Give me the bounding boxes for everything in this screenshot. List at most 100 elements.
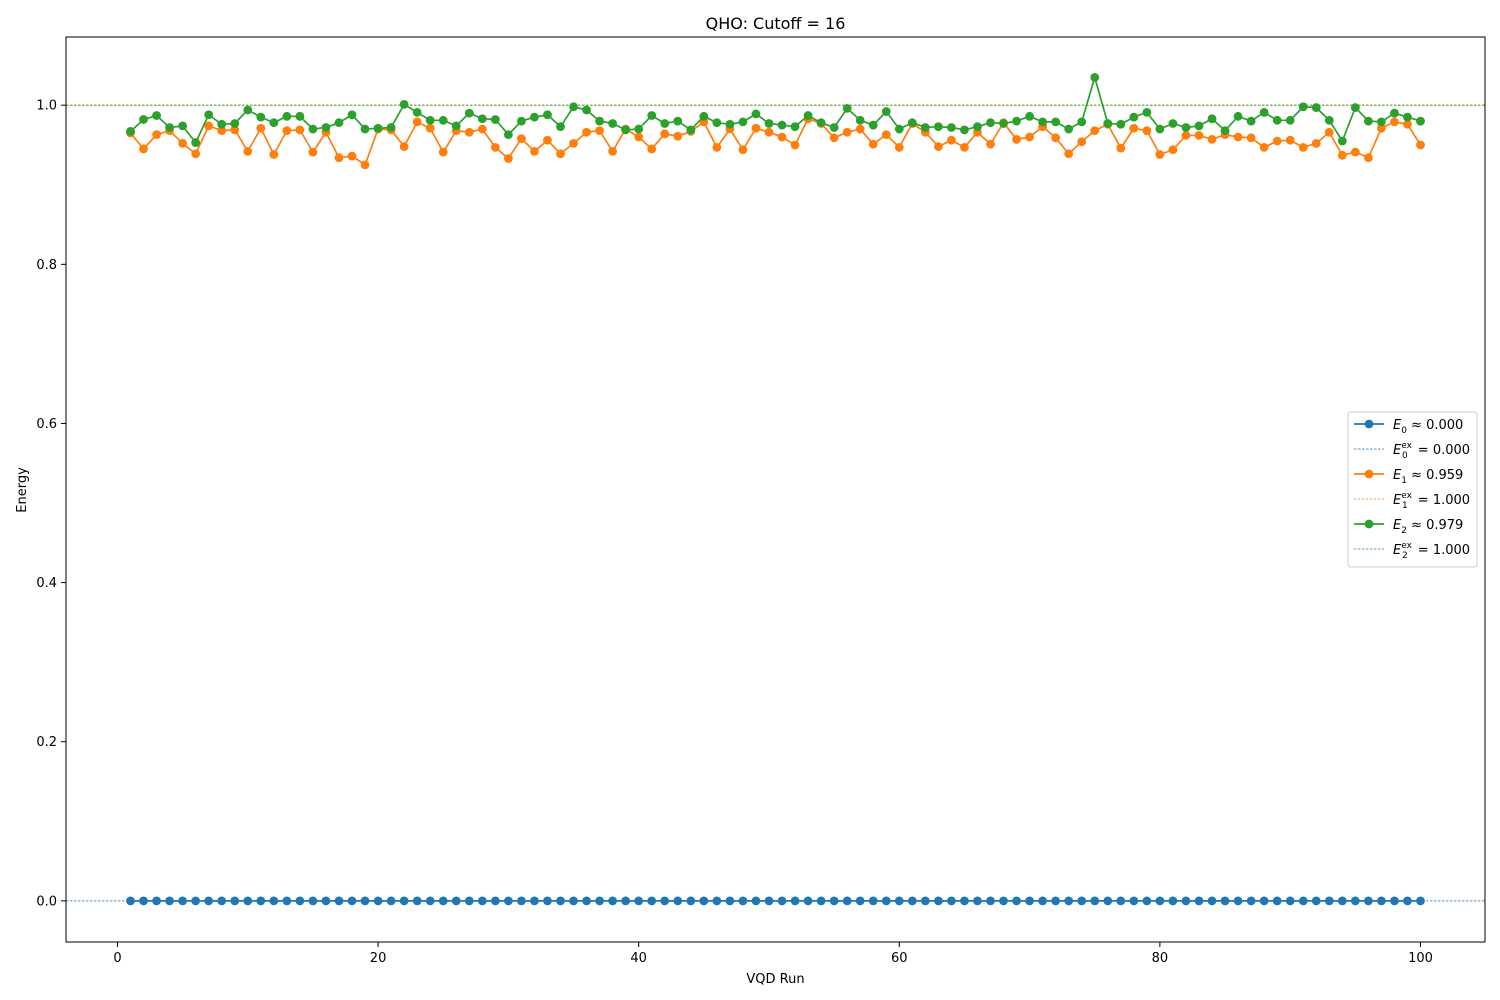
data-point bbox=[960, 142, 969, 152]
data-point bbox=[517, 134, 526, 144]
data-point bbox=[139, 144, 148, 154]
data-point bbox=[1025, 111, 1034, 121]
legend: E0 ≈ 0.000 Eex 0 = 0.000 E1 ≈ 0.959 Eex 1 = 1… bbox=[1347, 411, 1478, 568]
data-point bbox=[373, 896, 383, 906]
data-point bbox=[1168, 145, 1178, 155]
data-point bbox=[1194, 131, 1204, 140]
data-point bbox=[673, 896, 683, 906]
data-point bbox=[217, 896, 227, 906]
data-point bbox=[725, 119, 735, 129]
data-point bbox=[595, 126, 604, 136]
data-point bbox=[1324, 115, 1334, 125]
legend-marker bbox=[1364, 469, 1374, 479]
data-point bbox=[1038, 117, 1048, 127]
data-point bbox=[699, 111, 709, 121]
data-point bbox=[517, 896, 526, 906]
data-point bbox=[217, 119, 227, 129]
data-point bbox=[490, 896, 500, 906]
data-point bbox=[1116, 119, 1126, 129]
data-point bbox=[1337, 150, 1347, 160]
data-point bbox=[1207, 896, 1217, 906]
data-point bbox=[1038, 896, 1048, 906]
data-point bbox=[1377, 896, 1386, 906]
legend-marker bbox=[1364, 419, 1374, 429]
data-point bbox=[1324, 896, 1334, 906]
data-point bbox=[477, 124, 487, 134]
data-point bbox=[543, 110, 552, 120]
data-point bbox=[295, 111, 305, 121]
data-point bbox=[386, 896, 396, 906]
data-point bbox=[295, 125, 305, 135]
data-point bbox=[1181, 123, 1191, 132]
data-point bbox=[243, 146, 253, 156]
data-point bbox=[347, 896, 357, 906]
data-point bbox=[1129, 896, 1139, 906]
data-point bbox=[1090, 896, 1100, 906]
data-point bbox=[738, 117, 748, 127]
data-point bbox=[686, 125, 696, 135]
data-point bbox=[582, 127, 591, 137]
data-point bbox=[725, 896, 735, 906]
data-point bbox=[399, 896, 409, 906]
data-point bbox=[712, 118, 722, 128]
data-point bbox=[660, 119, 670, 128]
data-point bbox=[660, 896, 670, 906]
data-point bbox=[503, 896, 513, 906]
data-point bbox=[165, 896, 174, 906]
data-point bbox=[1025, 132, 1034, 142]
data-point bbox=[647, 144, 657, 154]
data-point bbox=[973, 122, 982, 132]
data-point bbox=[438, 147, 448, 157]
data-point bbox=[738, 896, 748, 906]
y-tick-label: 0.8 bbox=[36, 258, 57, 273]
data-point bbox=[1285, 896, 1295, 906]
data-point bbox=[920, 123, 930, 132]
data-point bbox=[634, 132, 644, 142]
data-point bbox=[1220, 126, 1230, 136]
data-point bbox=[842, 103, 852, 113]
data-point bbox=[543, 135, 552, 145]
data-point bbox=[764, 896, 774, 906]
data-point bbox=[1350, 147, 1360, 157]
data-point bbox=[1155, 896, 1165, 906]
data-point bbox=[556, 149, 565, 159]
data-point bbox=[1298, 142, 1308, 152]
data-point bbox=[412, 107, 422, 117]
data-point bbox=[230, 896, 240, 906]
data-point bbox=[1064, 896, 1074, 906]
data-point bbox=[1403, 896, 1412, 906]
data-point bbox=[308, 147, 318, 157]
data-point bbox=[1416, 140, 1425, 150]
data-point bbox=[829, 896, 839, 906]
data-point bbox=[373, 123, 383, 133]
data-point bbox=[425, 123, 435, 133]
data-point bbox=[1311, 103, 1321, 112]
data-point bbox=[165, 123, 174, 132]
data-point bbox=[1363, 116, 1373, 126]
data-point bbox=[334, 118, 344, 128]
data-point bbox=[608, 896, 618, 906]
data-point bbox=[1129, 123, 1139, 133]
data-point bbox=[1207, 114, 1217, 124]
data-point bbox=[464, 896, 474, 906]
data-point bbox=[438, 115, 448, 125]
data-point bbox=[543, 896, 552, 906]
data-point bbox=[230, 125, 240, 135]
data-point bbox=[686, 896, 696, 906]
data-point bbox=[621, 896, 631, 906]
data-point bbox=[751, 896, 761, 906]
legend-label: E2 ≈ 0.979 bbox=[1393, 518, 1463, 536]
data-point bbox=[647, 111, 657, 120]
data-point bbox=[282, 126, 292, 136]
data-point bbox=[960, 125, 969, 135]
data-point bbox=[1090, 72, 1100, 82]
data-point bbox=[152, 896, 161, 906]
data-point bbox=[1311, 896, 1321, 906]
data-point bbox=[894, 124, 904, 134]
data-point bbox=[1077, 137, 1087, 147]
data-point bbox=[947, 123, 956, 132]
data-point bbox=[399, 99, 409, 109]
data-point bbox=[1025, 896, 1034, 906]
data-point bbox=[986, 896, 995, 906]
data-point bbox=[556, 896, 565, 906]
